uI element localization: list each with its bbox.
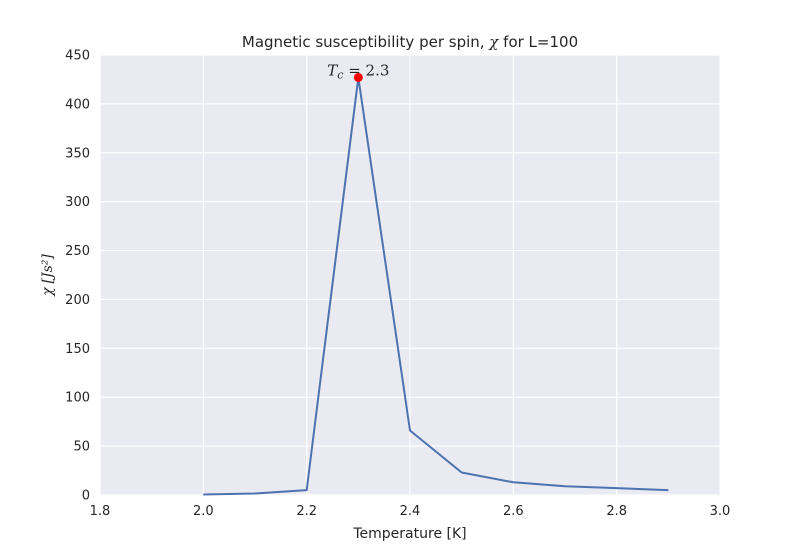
x-tick-label: 2.0 bbox=[193, 504, 214, 519]
y-tick-label: 300 bbox=[65, 195, 90, 210]
y-axis-label: χ [Js²] bbox=[40, 254, 56, 297]
y-tick-label: 50 bbox=[73, 440, 90, 455]
y-tick-label: 0 bbox=[82, 489, 90, 504]
chart-title-suffix: for L=100 bbox=[498, 33, 578, 51]
grid bbox=[99, 54, 721, 496]
x-axis-label: Temperature [K] bbox=[352, 526, 466, 542]
critical-point-marker bbox=[353, 72, 363, 82]
y-tick-label: 100 bbox=[65, 391, 90, 406]
annotations: Tc = 2.3 bbox=[327, 61, 389, 82]
series-line-chi bbox=[203, 76, 669, 496]
x-tick-label: 3.0 bbox=[710, 504, 731, 519]
x-tick-label: 2.6 bbox=[503, 504, 524, 519]
y-axis-label-unit: [Js²] bbox=[40, 254, 56, 284]
x-tick-label: 1.8 bbox=[90, 504, 111, 519]
chart-title-prefix: Magnetic susceptibility per spin, bbox=[242, 33, 489, 51]
chart-title: Magnetic susceptibility per spin, χ for … bbox=[242, 33, 578, 51]
y-axis-label-symbol: χ bbox=[40, 286, 56, 297]
y-tick-label: 250 bbox=[65, 244, 90, 259]
x-tick-label: 2.2 bbox=[296, 504, 317, 519]
tick-labels: 1.8 2.0 2.2 2.4 2.6 2.8 3.0 0 50 100 150 200 250 300 3… bbox=[65, 49, 730, 520]
x-tick-label: 2.8 bbox=[606, 504, 627, 519]
series bbox=[203, 76, 669, 496]
y-tick-label: 150 bbox=[65, 342, 90, 357]
y-tick-label: 400 bbox=[65, 97, 90, 112]
y-tick-label: 350 bbox=[65, 146, 90, 161]
y-tick-label: 450 bbox=[65, 49, 90, 64]
x-tick-label: 2.4 bbox=[400, 504, 421, 519]
chart-title-symbol: χ bbox=[488, 33, 499, 51]
y-tick-label: 200 bbox=[65, 293, 90, 308]
